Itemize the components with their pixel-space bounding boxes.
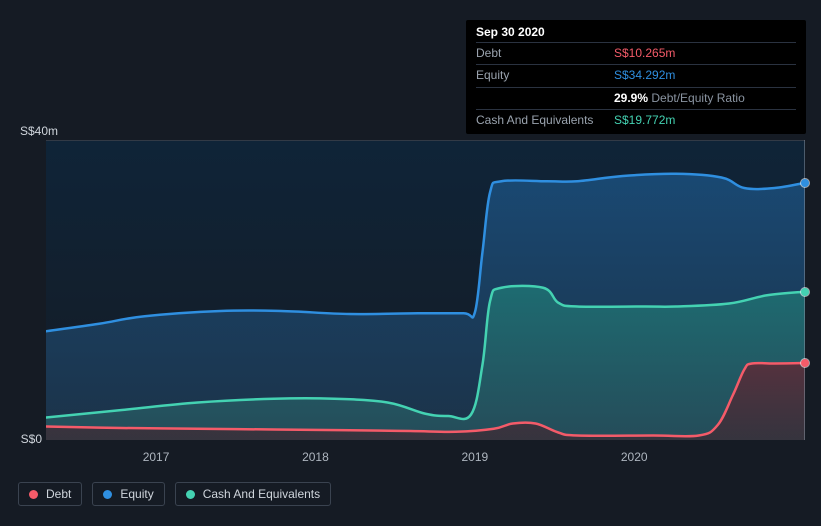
legend-item-cash[interactable]: Cash And Equivalents bbox=[175, 482, 331, 506]
financial-chart-panel: Sep 30 2020 Debt S$10.265m Equity S$34.2… bbox=[0, 0, 821, 526]
equity-end-marker bbox=[801, 179, 809, 187]
tooltip-row: Cash And Equivalents S$19.772m bbox=[476, 113, 796, 128]
tooltip-row-label: Equity bbox=[476, 69, 600, 82]
legend-item-equity[interactable]: Equity bbox=[92, 482, 164, 506]
x-axis-tick-label: 2019 bbox=[461, 450, 488, 464]
legend-item-label: Equity bbox=[120, 487, 153, 501]
chart-legend: Debt Equity Cash And Equivalents bbox=[18, 482, 331, 506]
x-axis-tick-label: 2018 bbox=[302, 450, 329, 464]
legend-item-label: Cash And Equivalents bbox=[203, 487, 320, 501]
y-axis-tick-label: S$0 bbox=[20, 432, 42, 446]
legend-item-debt[interactable]: Debt bbox=[18, 482, 82, 506]
tooltip-row-value: S$10.265m bbox=[614, 47, 675, 60]
tooltip-date: Sep 30 2020 bbox=[476, 26, 796, 39]
tooltip-row-label: Cash And Equivalents bbox=[476, 114, 600, 127]
cash-end-marker bbox=[801, 288, 809, 296]
tooltip-row: Debt S$10.265m bbox=[476, 46, 796, 61]
tooltip-row: Equity S$34.292m bbox=[476, 68, 796, 83]
x-axis-tick-label: 2020 bbox=[621, 450, 648, 464]
hover-tooltip: Sep 30 2020 Debt S$10.265m Equity S$34.2… bbox=[466, 20, 806, 134]
cash-legend-dot bbox=[186, 490, 195, 499]
tooltip-row-value: S$34.292m bbox=[614, 69, 675, 82]
legend-item-label: Debt bbox=[46, 487, 71, 501]
debt-legend-dot bbox=[29, 490, 38, 499]
tooltip-row-label: Debt bbox=[476, 47, 600, 60]
tooltip-row-value: 29.9% Debt/Equity Ratio bbox=[614, 92, 745, 105]
x-axis-tick-label: 2017 bbox=[143, 450, 170, 464]
equity-legend-dot bbox=[103, 490, 112, 499]
chart-plot-area[interactable] bbox=[46, 140, 805, 440]
y-axis-tick-label: S$40m bbox=[20, 124, 42, 138]
debt-end-marker bbox=[801, 359, 809, 367]
tooltip-row: 29.9% Debt/Equity Ratio bbox=[476, 91, 796, 106]
tooltip-row-value: S$19.772m bbox=[614, 114, 675, 127]
